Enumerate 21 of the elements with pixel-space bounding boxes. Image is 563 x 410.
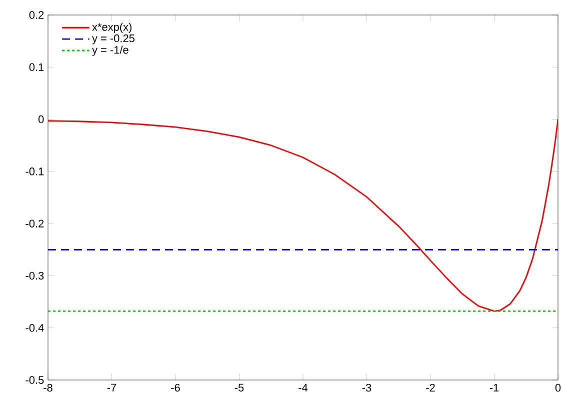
line-series	[48, 118, 558, 312]
x-tick-label: -5	[234, 384, 244, 392]
y-tick-label: -0.1	[26, 168, 44, 176]
legend-label: y = -1/e	[92, 46, 128, 56]
y-tick-label: -0.3	[26, 272, 44, 280]
x-tick-label: -1	[490, 384, 499, 392]
x-tick-label: -7	[107, 384, 116, 392]
y-tick-label: -0.5	[26, 376, 44, 384]
x-tick-label: -8	[44, 384, 52, 392]
x-tick-label: -2	[426, 384, 435, 392]
legend-label: y = -0.25	[92, 34, 134, 44]
y-tick-label: 0.1	[29, 63, 44, 72]
x-tick-label: -6	[171, 384, 180, 392]
x-tick-label: -4	[298, 384, 308, 392]
legend-label: x*exp(x)	[92, 22, 132, 34]
x-tick-label: 0	[555, 384, 561, 392]
x-tick-label: -3	[362, 384, 372, 392]
y-tick-label: 0.2	[29, 11, 44, 19]
y-tick-label: -0.2	[26, 220, 44, 228]
y-tick-label: 0	[38, 115, 44, 124]
y-tick-label: -0.4	[26, 324, 44, 332]
